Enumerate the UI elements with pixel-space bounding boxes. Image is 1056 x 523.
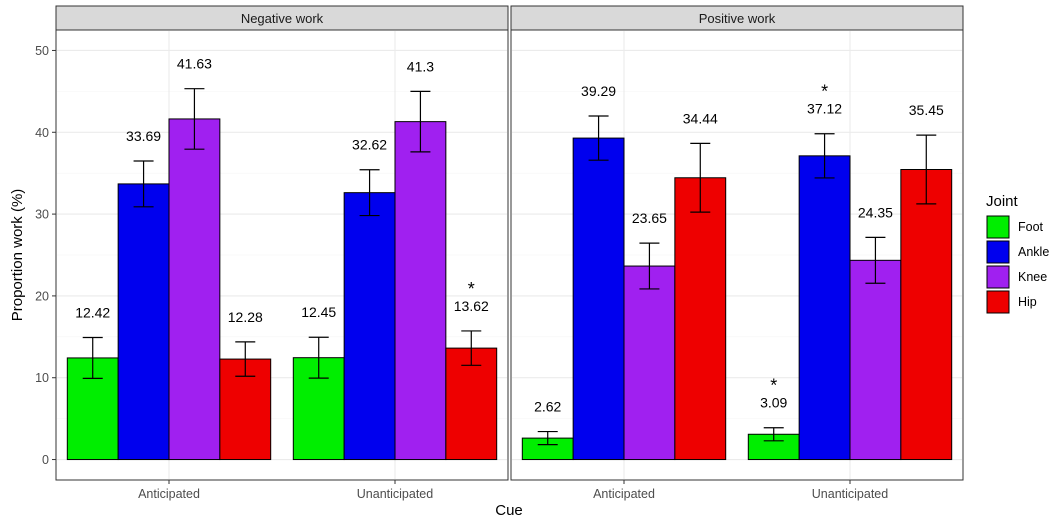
bar-knee xyxy=(394,121,447,461)
data-label: 12.28 xyxy=(228,309,263,325)
error-bar xyxy=(690,142,711,213)
significance-marker: * xyxy=(770,376,777,396)
bar-hip xyxy=(445,347,498,461)
bar-ankle xyxy=(572,137,625,461)
significance-marker: * xyxy=(468,279,475,299)
legend-label: Knee xyxy=(1018,270,1047,284)
bar-ankle xyxy=(798,155,851,461)
error-bar xyxy=(82,336,103,379)
y-tick-label: 10 xyxy=(35,371,49,385)
facet-strip xyxy=(510,5,964,31)
legend: Joint Foot Ankle Knee Hip xyxy=(986,193,1049,314)
error-bar xyxy=(184,88,205,150)
legend-title: Joint xyxy=(986,193,1019,210)
error-bar xyxy=(461,330,482,366)
error-bar xyxy=(537,430,558,446)
bar-hip xyxy=(900,169,953,461)
data-label: 39.29 xyxy=(581,83,616,99)
data-label: 41.3 xyxy=(407,58,434,74)
bar-knee xyxy=(849,259,902,461)
legend-label: Hip xyxy=(1018,295,1037,309)
legend-label: Foot xyxy=(1018,220,1044,234)
legend-key-foot xyxy=(986,215,1010,239)
data-label: 35.45 xyxy=(909,102,944,118)
error-bar xyxy=(359,169,380,217)
y-tick-label: 0 xyxy=(42,453,49,467)
facet-panel: Negative work 12.42 33.69 41.63 12.28 12.45 32… xyxy=(55,5,509,501)
facet-strip xyxy=(55,5,509,31)
y-axis: 0 10 20 30 40 50 xyxy=(35,44,56,467)
y-tick-label: 50 xyxy=(35,44,49,58)
bar-ankle xyxy=(117,183,170,461)
y-tick-label: 40 xyxy=(35,126,49,140)
bar-hip xyxy=(674,177,727,461)
data-label: 37.12 xyxy=(807,101,842,117)
y-tick-label: 20 xyxy=(35,289,49,303)
y-tick-label: 30 xyxy=(35,208,49,222)
data-label: 32.62 xyxy=(352,137,387,153)
data-label: 12.45 xyxy=(301,304,336,320)
facet-panel: Positive work2.6239.2923.6534.443.09*37.… xyxy=(510,5,964,501)
facet-title: Positive work xyxy=(699,11,776,26)
x-tick-label: Unanticipated xyxy=(812,487,888,501)
data-label: 12.42 xyxy=(75,304,110,320)
legend-key-knee xyxy=(986,265,1010,289)
error-bar xyxy=(639,242,660,290)
facet-panels: Negative work 12.42 33.69 41.63 12.28 12.45 32… xyxy=(55,5,964,501)
error-bar xyxy=(588,115,609,161)
x-tick-label: Anticipated xyxy=(593,487,655,501)
x-axis-title: Cue xyxy=(495,502,523,519)
x-tick-label: Anticipated xyxy=(138,487,200,501)
data-label: 2.62 xyxy=(534,399,561,415)
data-label: 33.69 xyxy=(126,128,161,144)
error-bar xyxy=(763,427,784,442)
error-bar xyxy=(410,90,431,153)
error-bar xyxy=(235,341,256,377)
bar-knee xyxy=(623,265,676,461)
error-bar xyxy=(814,133,835,179)
error-bar xyxy=(133,160,154,208)
bar-ankle xyxy=(343,192,396,461)
data-label: 23.65 xyxy=(632,210,667,226)
y-axis-title: Proportion work (%) xyxy=(9,189,26,322)
significance-marker: * xyxy=(821,82,828,102)
data-label: 3.09 xyxy=(760,395,787,411)
facet-title: Negative work xyxy=(241,11,324,26)
legend-label: Ankle xyxy=(1018,245,1049,259)
data-label: 34.44 xyxy=(683,110,718,126)
bar-knee xyxy=(168,118,221,461)
error-bar xyxy=(308,336,329,379)
legend-key-hip xyxy=(986,290,1010,314)
x-tick-label: Unanticipated xyxy=(357,487,433,501)
data-label: 13.62 xyxy=(454,298,489,314)
data-label: 24.35 xyxy=(858,204,893,220)
error-bar xyxy=(865,236,886,284)
data-label: 41.63 xyxy=(177,56,212,72)
error-bar xyxy=(916,134,937,205)
legend-key-ankle xyxy=(986,240,1010,264)
